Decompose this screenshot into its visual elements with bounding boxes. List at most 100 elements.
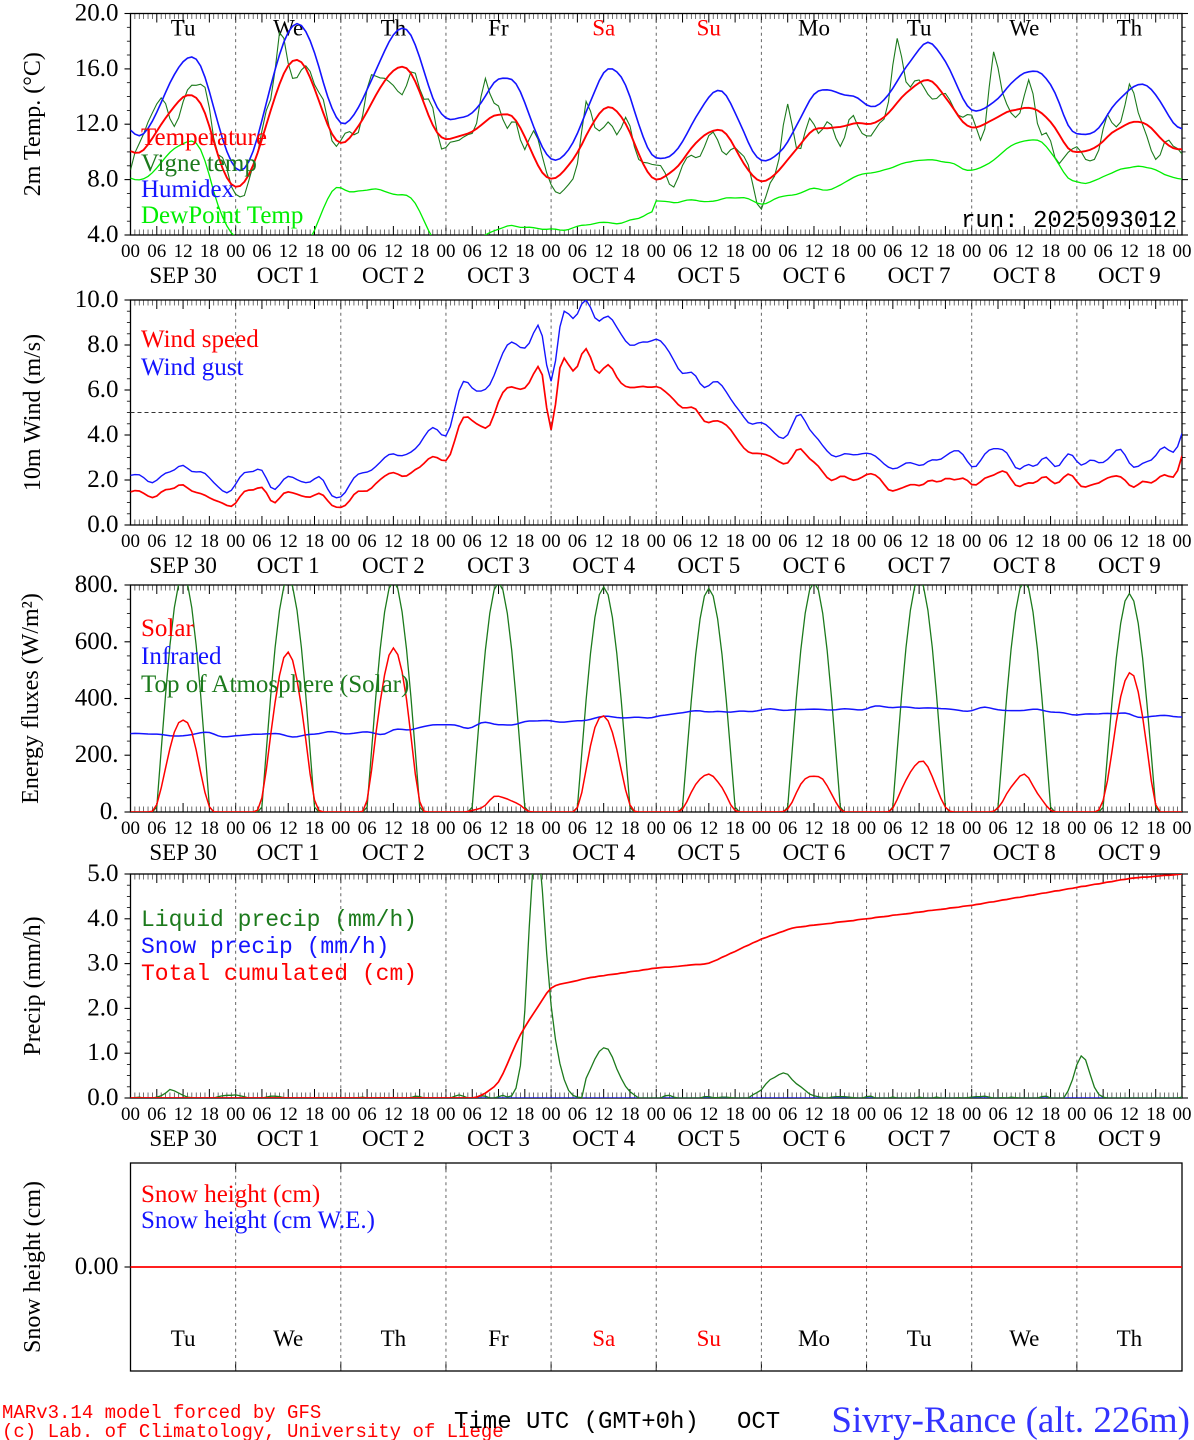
svg-text:18: 18	[621, 818, 640, 839]
svg-text:DewPoint Temp: DewPoint Temp	[141, 202, 303, 229]
svg-text:00: 00	[226, 241, 245, 262]
svg-text:OCT 5: OCT 5	[677, 840, 740, 865]
svg-text:Time UTC (GMT+0h): Time UTC (GMT+0h)	[454, 1409, 699, 1436]
svg-text:Vigne temp: Vigne temp	[141, 150, 257, 177]
svg-text:18: 18	[726, 1104, 745, 1125]
svg-text:00: 00	[331, 818, 350, 839]
svg-text:00: 00	[647, 531, 666, 552]
svg-text:OCT 8: OCT 8	[993, 263, 1056, 288]
svg-text:2.0: 2.0	[87, 466, 118, 493]
svg-text:12: 12	[1120, 818, 1139, 839]
svg-text:06: 06	[1094, 531, 1113, 552]
svg-text:12: 12	[279, 241, 298, 262]
svg-text:OCT 3: OCT 3	[467, 553, 530, 578]
svg-text:00: 00	[962, 818, 981, 839]
svg-text:OCT 8: OCT 8	[993, 553, 1056, 578]
svg-text:Tu: Tu	[171, 1326, 196, 1351]
svg-text:OCT 7: OCT 7	[888, 1126, 951, 1151]
svg-text:00: 00	[857, 818, 876, 839]
svg-text:Snow height (cm W.E.): Snow height (cm W.E.)	[141, 1207, 375, 1234]
svg-text:18: 18	[831, 531, 850, 552]
svg-text:18: 18	[621, 531, 640, 552]
svg-text:18: 18	[1041, 818, 1060, 839]
svg-text:12: 12	[384, 531, 403, 552]
svg-text:00: 00	[437, 818, 456, 839]
svg-text:06: 06	[989, 241, 1008, 262]
svg-text:18: 18	[726, 818, 745, 839]
svg-text:Sivry-Rance (alt. 226m): Sivry-Rance (alt. 226m)	[831, 1400, 1190, 1440]
svg-text:OCT 1: OCT 1	[257, 553, 320, 578]
svg-text:OCT 3: OCT 3	[467, 840, 530, 865]
svg-text:18: 18	[936, 241, 955, 262]
svg-text:06: 06	[147, 531, 166, 552]
svg-text:(c) Lab. of Climatology, Unive: (c) Lab. of Climatology, University of L…	[2, 1421, 504, 1440]
svg-text:00: 00	[962, 1104, 981, 1125]
svg-text:200.: 200.	[75, 741, 119, 768]
svg-text:12.0: 12.0	[75, 110, 119, 137]
svg-text:OCT 8: OCT 8	[993, 1126, 1056, 1151]
svg-text:Precip (mm/h): Precip (mm/h)	[20, 916, 46, 1055]
svg-text:OCT 5: OCT 5	[677, 263, 740, 288]
svg-text:Th: Th	[1117, 1326, 1143, 1351]
svg-text:OCT 6: OCT 6	[783, 263, 846, 288]
svg-text:12: 12	[279, 818, 298, 839]
svg-text:00: 00	[437, 531, 456, 552]
svg-text:Total cumulated (cm): Total cumulated (cm)	[141, 961, 417, 987]
svg-text:12: 12	[174, 818, 193, 839]
svg-text:00: 00	[962, 531, 981, 552]
svg-text:Su: Su	[697, 16, 722, 41]
svg-text:18: 18	[305, 1104, 324, 1125]
svg-text:00: 00	[331, 531, 350, 552]
svg-text:OCT 5: OCT 5	[677, 1126, 740, 1151]
svg-text:06: 06	[778, 241, 797, 262]
svg-text:18: 18	[515, 241, 534, 262]
svg-text:18: 18	[726, 531, 745, 552]
svg-text:06: 06	[883, 241, 902, 262]
svg-text:12: 12	[805, 531, 824, 552]
svg-text:0.0: 0.0	[87, 1084, 118, 1111]
svg-text:0.: 0.	[100, 798, 119, 825]
svg-text:06: 06	[358, 1104, 377, 1125]
svg-text:00: 00	[226, 531, 245, 552]
svg-text:Fr: Fr	[488, 1326, 509, 1351]
svg-text:We: We	[273, 1326, 303, 1351]
svg-text:12: 12	[594, 241, 613, 262]
svg-text:OCT 2: OCT 2	[362, 1126, 425, 1151]
svg-text:12: 12	[1015, 241, 1034, 262]
svg-text:06: 06	[463, 818, 482, 839]
svg-text:OCT 7: OCT 7	[888, 263, 951, 288]
svg-text:run: 2025093012: run: 2025093012	[961, 208, 1177, 235]
svg-text:12: 12	[279, 1104, 298, 1125]
svg-text:06: 06	[778, 818, 797, 839]
svg-text:00: 00	[1067, 241, 1086, 262]
svg-text:00: 00	[226, 1104, 245, 1125]
svg-text:12: 12	[384, 241, 403, 262]
svg-text:OCT 4: OCT 4	[572, 1126, 635, 1151]
svg-text:06: 06	[883, 1104, 902, 1125]
svg-text:OCT 1: OCT 1	[257, 1126, 320, 1151]
svg-text:18: 18	[1146, 1104, 1165, 1125]
svg-text:00: 00	[752, 1104, 771, 1125]
svg-text:12: 12	[174, 241, 193, 262]
svg-text:12: 12	[1015, 1104, 1034, 1125]
svg-text:18: 18	[410, 531, 429, 552]
svg-text:12: 12	[489, 241, 508, 262]
svg-text:12: 12	[805, 241, 824, 262]
svg-text:Th: Th	[1117, 16, 1143, 41]
svg-text:06: 06	[568, 241, 587, 262]
svg-text:12: 12	[910, 241, 929, 262]
svg-text:3.0: 3.0	[87, 950, 118, 977]
svg-text:OCT 3: OCT 3	[467, 263, 530, 288]
svg-text:06: 06	[989, 531, 1008, 552]
svg-text:06: 06	[883, 531, 902, 552]
svg-text:00: 00	[1067, 1104, 1086, 1125]
svg-text:00: 00	[121, 1104, 140, 1125]
svg-text:Tu: Tu	[907, 1326, 932, 1351]
svg-text:SEP 30: SEP 30	[149, 263, 217, 288]
svg-text:OCT 1: OCT 1	[257, 840, 320, 865]
svg-text:12: 12	[489, 531, 508, 552]
svg-text:OCT 4: OCT 4	[572, 263, 635, 288]
svg-text:OCT 4: OCT 4	[572, 840, 635, 865]
svg-text:18: 18	[200, 241, 219, 262]
svg-text:00: 00	[647, 818, 666, 839]
